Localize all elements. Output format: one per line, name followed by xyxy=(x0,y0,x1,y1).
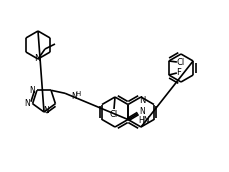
Text: Cl: Cl xyxy=(110,110,118,119)
Text: N: N xyxy=(25,99,30,108)
Text: N: N xyxy=(43,105,49,115)
Text: F: F xyxy=(176,67,181,77)
Text: HN: HN xyxy=(138,116,150,125)
Text: N: N xyxy=(139,107,145,116)
Text: N: N xyxy=(34,53,40,62)
Text: N: N xyxy=(71,92,77,101)
Text: Cl: Cl xyxy=(177,57,185,67)
Text: N: N xyxy=(139,95,145,105)
Text: H: H xyxy=(75,91,81,97)
Text: N: N xyxy=(29,86,35,95)
